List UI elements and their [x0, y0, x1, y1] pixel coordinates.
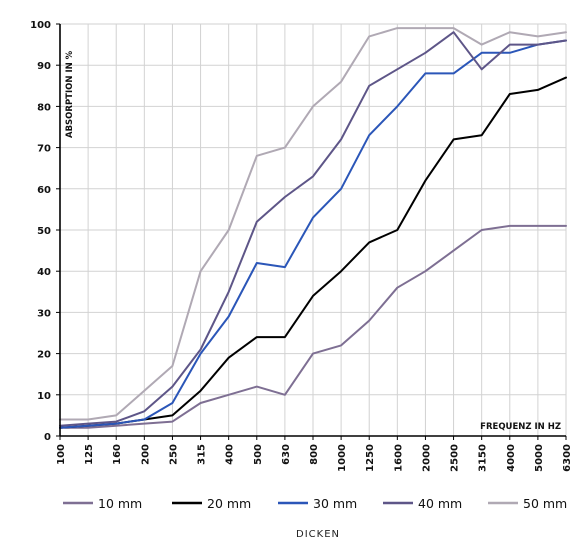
x-tick-label: 400: [225, 444, 236, 465]
y-tick-label: 80: [37, 102, 51, 113]
series-lines: [59, 27, 567, 429]
x-tick-label: 2000: [421, 444, 432, 472]
series-line-50-mm: [59, 27, 567, 421]
legend-label: 10 mm: [98, 496, 142, 511]
x-tick-label: 160: [112, 444, 123, 465]
legend-title: DICKEN: [296, 529, 340, 539]
legend-item: 40 mm: [383, 496, 462, 511]
x-tick-label: 1000: [337, 444, 348, 472]
y-tick-label: 20: [37, 350, 51, 361]
y-tick-label: 40: [37, 267, 51, 278]
y-tick-label: 60: [37, 185, 51, 196]
y-tick-label: 30: [37, 308, 51, 319]
legend-label: 20 mm: [207, 496, 251, 511]
x-tick-label: 630: [281, 444, 292, 465]
x-tick-label: 250: [168, 444, 179, 465]
x-tick-label: 1600: [393, 444, 404, 472]
x-tick-label: 100: [56, 444, 67, 465]
x-axis-label: FREQUENZ IN HZ: [480, 422, 561, 432]
y-tick-label: 90: [37, 61, 51, 72]
x-tick-label: 4000: [506, 444, 517, 472]
legend-item: 30 mm: [278, 496, 357, 511]
x-tick-label: 200: [140, 444, 151, 465]
y-tick-label: 50: [37, 226, 51, 237]
y-tick-labels: 0 10 20 30 40 50 60 70 80 90 100: [30, 20, 51, 443]
x-tick-label: 3150: [478, 444, 489, 472]
legend-item: 50 mm: [488, 496, 567, 511]
x-tick-labels: 100 125 160 200 250 315 400 500 630 800 1000 1250 16…: [56, 444, 572, 472]
x-tick-label: 1250: [365, 444, 376, 472]
grid: [59, 23, 567, 437]
y-tick-label: 100: [30, 20, 51, 31]
legend-label: 50 mm: [523, 496, 567, 511]
legend-label: 30 mm: [313, 496, 357, 511]
series-line-40-mm: [59, 31, 567, 427]
legend-item: 20 mm: [172, 496, 251, 511]
x-tick-label: 500: [253, 444, 264, 465]
x-tick-label: 6300: [562, 444, 572, 472]
x-tick-label: 2500: [450, 444, 461, 472]
series-line-30-mm: [59, 39, 567, 429]
y-tick-label: 70: [37, 144, 51, 155]
legend-label: 40 mm: [418, 496, 462, 511]
y-tick-label: 10: [37, 391, 51, 402]
x-tick-label: 800: [309, 444, 320, 465]
x-tick-label: 125: [84, 444, 95, 465]
legend-item: 10 mm: [63, 496, 142, 511]
series-line-10-mm: [59, 224, 567, 429]
y-tick-label: 0: [44, 432, 51, 443]
y-axis-label: ABSORPTION IN %: [65, 50, 75, 138]
x-tick-label: 315: [197, 444, 208, 465]
axes: [56, 23, 567, 440]
legend: 10 mm 20 mm 30 mm 40 mm 50 mm: [63, 496, 567, 511]
x-tick-label: 5000: [534, 444, 545, 472]
